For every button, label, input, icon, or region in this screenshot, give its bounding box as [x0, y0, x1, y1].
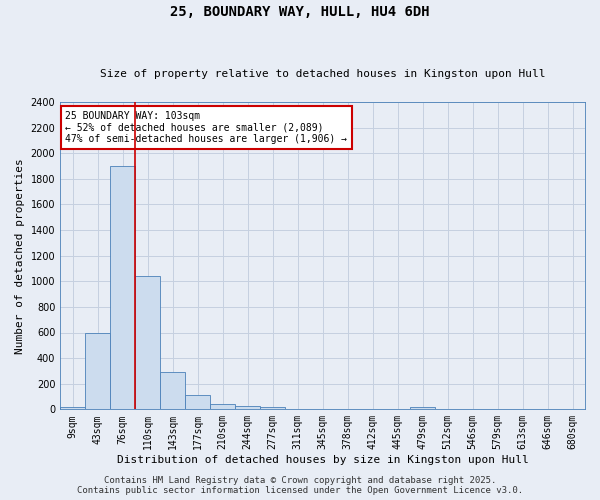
Bar [110, 166, 135, 410]
Bar [60, 407, 85, 410]
Bar [235, 406, 260, 409]
Title: Size of property relative to detached houses in Kingston upon Hull: Size of property relative to detached ho… [100, 69, 545, 79]
Bar [135, 276, 160, 409]
Bar [85, 332, 110, 409]
Bar [210, 404, 235, 409]
Text: Contains HM Land Registry data © Crown copyright and database right 2025.
Contai: Contains HM Land Registry data © Crown c… [77, 476, 523, 495]
X-axis label: Distribution of detached houses by size in Kingston upon Hull: Distribution of detached houses by size … [117, 455, 529, 465]
Bar [260, 407, 285, 410]
Bar [160, 372, 185, 410]
Text: 25, BOUNDARY WAY, HULL, HU4 6DH: 25, BOUNDARY WAY, HULL, HU4 6DH [170, 5, 430, 19]
Bar [185, 395, 210, 409]
Bar [410, 407, 435, 410]
Y-axis label: Number of detached properties: Number of detached properties [15, 158, 25, 354]
Text: 25 BOUNDARY WAY: 103sqm
← 52% of detached houses are smaller (2,089)
47% of semi: 25 BOUNDARY WAY: 103sqm ← 52% of detache… [65, 111, 347, 144]
